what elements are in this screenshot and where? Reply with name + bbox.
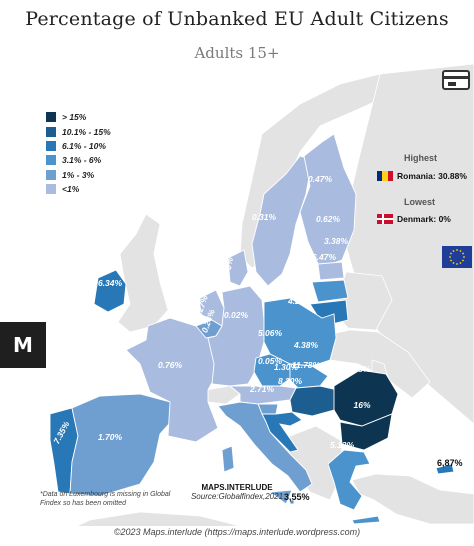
- lowest-text: Denmark: 0%: [397, 214, 451, 224]
- label-slovenia: 1.30%: [274, 362, 299, 372]
- highest-title: Highest: [404, 153, 438, 163]
- n-africa-land: [76, 511, 241, 526]
- label-poland: 4.28%: [287, 296, 313, 306]
- highest-item: Romania: 30.88%: [377, 171, 467, 181]
- country-finland: [299, 133, 357, 269]
- label-sweden: 0.31%: [252, 212, 277, 222]
- legend-label: 1% - 3%: [62, 169, 95, 180]
- label-austria: 0.05%: [258, 356, 283, 366]
- legend-swatch: [46, 126, 56, 137]
- turkey-land: [351, 473, 474, 525]
- norway-land: [239, 73, 403, 269]
- label-italy: 2.71%: [249, 384, 275, 394]
- country-italy: [217, 401, 313, 493]
- label-lithuania: 6.47%: [312, 252, 337, 262]
- country-spain: [69, 393, 177, 497]
- credit-card-icon: [442, 70, 470, 90]
- country-denmark: [227, 249, 249, 287]
- country-estonia: [317, 261, 345, 281]
- legend-label: 3.1% - 6%: [62, 155, 102, 166]
- legend-swatch: [46, 140, 56, 151]
- map-subtitle: Adults 15+: [194, 44, 280, 62]
- legend-item: 1% - 3%: [46, 168, 111, 182]
- country-greece: [327, 449, 371, 511]
- eu-countries: [49, 133, 455, 525]
- legend-label: <1%: [62, 184, 80, 195]
- credit-source: Source:Globalfindex,2021: [190, 492, 284, 501]
- maps-interlude-logo-icon: M: [0, 322, 46, 368]
- europe-map: 7.35% 1.70% 0.76% 6.34% 1.27% 0.24% 0.02…: [49, 64, 474, 526]
- label-slovakia: 4.38%: [293, 340, 319, 350]
- label-greece: 5.12%: [330, 440, 355, 450]
- country-sardinia: [221, 445, 235, 473]
- country-crete: [351, 515, 381, 525]
- denmark-flag-icon: [377, 214, 393, 224]
- label-hungary: 11.78%: [292, 360, 321, 370]
- label-spain: 1.70%: [98, 432, 123, 442]
- legend: > 15% 10.1% - 15% 6.1% - 10% 3.1% - 6% 1…: [46, 110, 111, 196]
- label-germany: 0.02%: [224, 310, 249, 320]
- cyprus-label: 6,87%: [437, 458, 463, 468]
- legend-item: 10.1% - 15%: [46, 124, 111, 138]
- legend-item: 3.1% - 6%: [46, 153, 111, 167]
- country-cyprus: [435, 463, 455, 475]
- country-bulgaria: [339, 413, 393, 451]
- label-croatia: 8.20%: [278, 376, 303, 386]
- label-latvia: 3.38%: [324, 236, 349, 246]
- legend-swatch: [46, 184, 56, 195]
- legend-item: > 15%: [46, 110, 111, 124]
- non-eu-land: [76, 64, 474, 526]
- legend-label: 10.1% - 15%: [62, 126, 111, 137]
- label-ireland: 6.34%: [98, 278, 123, 288]
- map-title: Percentage of Unbanked EU Adult Citizens: [25, 8, 449, 30]
- label-france: 0.76%: [158, 360, 183, 370]
- legend-swatch: [46, 169, 56, 180]
- legend-label: > 15%: [62, 112, 87, 123]
- country-hungary: [289, 385, 339, 417]
- country-latvia: [311, 279, 349, 303]
- legend-swatch: [46, 112, 56, 123]
- lowest-item: Denmark: 0%: [377, 214, 451, 224]
- romania-flag-icon: [377, 171, 393, 181]
- legend-item: 6.1% - 10%: [46, 139, 111, 153]
- eu-flag-icon: [442, 246, 472, 268]
- label-estonia: 0.62%: [316, 214, 341, 224]
- label-bulgaria: 16%: [353, 400, 370, 410]
- copyright: ©2023 Maps.interlude (https://maps.inter…: [113, 527, 361, 537]
- label-czechia: 5.06%: [258, 328, 283, 338]
- country-sweden: [251, 155, 313, 287]
- country-poland: [263, 297, 337, 367]
- country-sicily: [268, 489, 293, 505]
- country-ireland: [93, 269, 127, 313]
- label-finland: 0.47%: [308, 174, 333, 184]
- label-romania: 30.88%: [342, 364, 371, 374]
- credit-name: MAPS.INTERLUDE: [201, 483, 273, 492]
- luxembourg-note: *Data on Luxembourg is missing in Global…: [40, 491, 171, 507]
- malta-label: 3,55%: [284, 492, 310, 502]
- lowest-title: Lowest: [404, 197, 436, 207]
- uk-land: [117, 213, 169, 333]
- legend-label: 6.1% - 10%: [62, 140, 106, 151]
- highest-text: Romania: 30.88%: [397, 171, 467, 181]
- legend-swatch: [46, 155, 56, 166]
- country-czechia: [253, 353, 297, 387]
- label-denmark: 0%: [223, 256, 235, 270]
- country-malta: [289, 499, 295, 505]
- legend-item: <1%: [46, 182, 111, 196]
